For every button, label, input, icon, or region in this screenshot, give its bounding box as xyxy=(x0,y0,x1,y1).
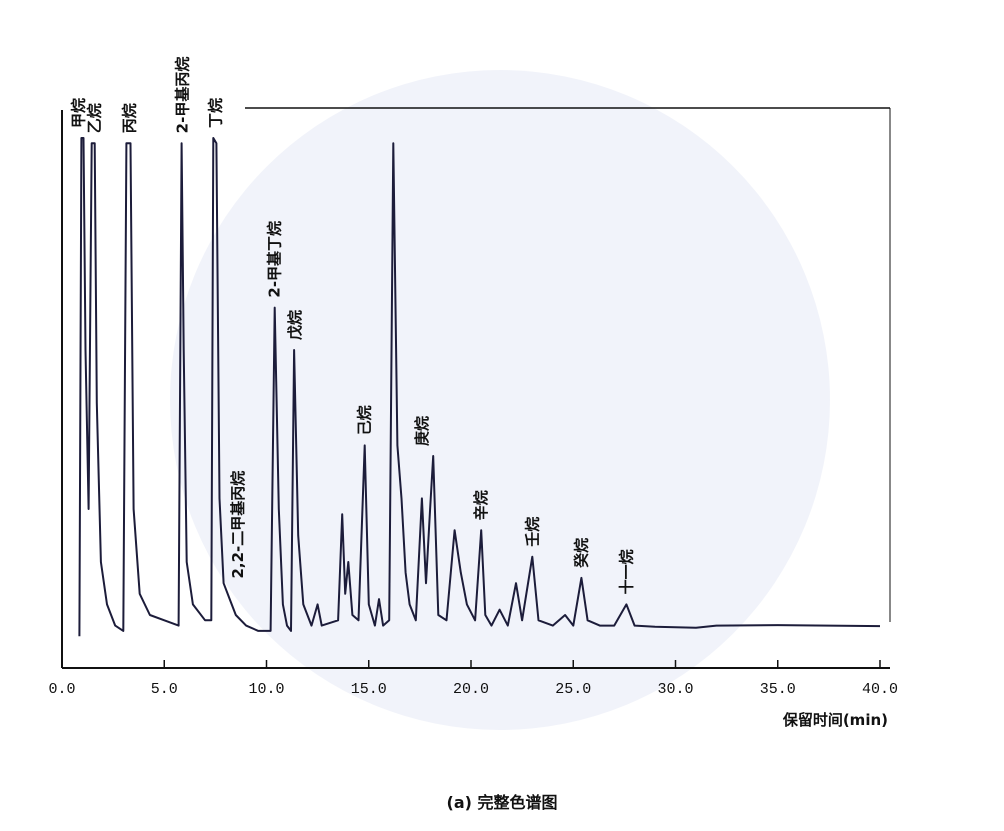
x-axis-title: 保留时间(min) xyxy=(782,711,888,729)
x-tick-label: 20.0 xyxy=(453,681,489,698)
x-tick-label: 5.0 xyxy=(151,681,178,698)
peak-label: 甲烷 xyxy=(69,98,87,128)
x-tick-label: 40.0 xyxy=(862,681,898,698)
peak-label: 庚烷 xyxy=(413,416,431,446)
peak-label: 壬烷 xyxy=(523,517,541,547)
peak-label: 癸烷 xyxy=(572,538,590,569)
x-tick-label: 30.0 xyxy=(657,681,693,698)
x-tick-label: 15.0 xyxy=(351,681,387,698)
peak-label: 十一烷 xyxy=(617,549,635,594)
peak-label: 乙烷 xyxy=(86,103,104,133)
peak-label: 丁烷 xyxy=(206,98,224,128)
peak-label: 辛烷 xyxy=(472,490,490,520)
peak-label: 2,2-二甲基丙烷 xyxy=(229,471,247,579)
x-tick-label: 35.0 xyxy=(760,681,796,698)
peak-label: 己烷 xyxy=(356,405,374,435)
x-tick-label: 10.0 xyxy=(248,681,284,698)
peak-label: 戊烷 xyxy=(286,310,304,340)
watermark xyxy=(170,70,830,730)
x-tick-label: 25.0 xyxy=(555,681,591,698)
caption: (a) 完整色谱图 xyxy=(447,793,558,812)
chromatogram-trace xyxy=(78,137,881,637)
x-tick-label: 0.0 xyxy=(48,681,75,698)
peak-label: 丙烷 xyxy=(120,103,138,133)
peak-label: 2-甲基丙烷 xyxy=(174,57,192,134)
peak-label: 2-甲基丁烷 xyxy=(266,221,284,298)
